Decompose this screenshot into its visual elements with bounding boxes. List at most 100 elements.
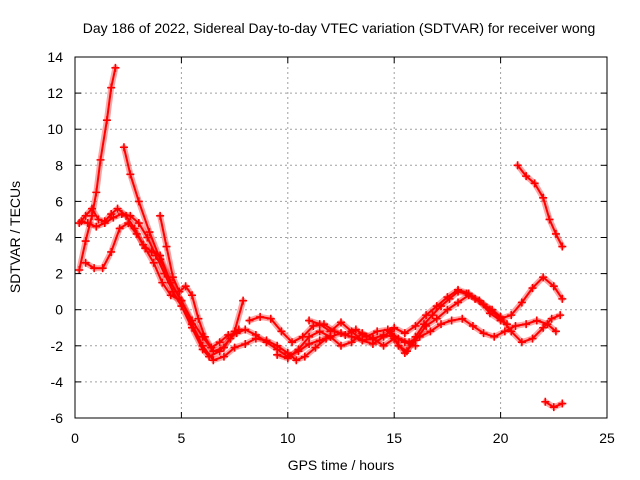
data-point <box>126 170 135 179</box>
data-point <box>530 179 539 188</box>
data-point <box>181 282 190 291</box>
data-point <box>419 320 428 329</box>
data-point <box>224 330 233 339</box>
y-tick-label: 8 <box>55 157 63 173</box>
x-tick-label: 25 <box>599 430 615 446</box>
data-point <box>379 341 388 350</box>
series-track-2 <box>77 210 243 361</box>
data-point <box>309 321 318 330</box>
series-line <box>80 213 240 358</box>
data-point <box>337 341 345 350</box>
data-point <box>517 338 526 347</box>
data-point <box>256 312 265 321</box>
data-point <box>115 224 124 233</box>
axis-ticks <box>74 56 608 419</box>
data-point <box>468 321 477 330</box>
data-point <box>98 264 107 273</box>
data-point <box>207 343 216 352</box>
data-point <box>300 352 309 361</box>
data-point <box>458 314 467 323</box>
y-tick-label: 4 <box>55 230 63 246</box>
data-point <box>528 334 537 343</box>
data-point <box>305 339 314 348</box>
data-point <box>92 222 101 231</box>
data-point <box>485 305 494 314</box>
y-tick-label: -2 <box>51 338 64 354</box>
x-tick-label: 5 <box>178 430 186 446</box>
data-point <box>198 341 207 350</box>
data-point <box>454 285 463 294</box>
series-track-12 <box>541 397 567 412</box>
data-point <box>145 228 154 237</box>
y-axis-label: SDTVAR / TECUs <box>7 181 23 293</box>
data-point <box>507 311 516 320</box>
data-point <box>551 327 560 336</box>
data-point <box>194 314 203 323</box>
data-point <box>162 242 171 251</box>
data-point <box>558 399 567 408</box>
x-tick-label: 10 <box>280 430 296 446</box>
data-point <box>326 327 335 336</box>
data-point <box>219 343 228 352</box>
chart-title: Day 186 of 2022, Sidereal Day-to-day VTE… <box>83 20 596 36</box>
data-point <box>94 215 103 224</box>
data-point <box>134 197 143 206</box>
data-point <box>411 332 420 341</box>
data-point <box>545 215 554 224</box>
data-point <box>156 211 165 220</box>
data-point <box>83 219 92 228</box>
data-point <box>232 329 241 338</box>
data-point <box>100 217 109 226</box>
series-band <box>78 211 242 360</box>
data-point <box>219 352 228 361</box>
data-point <box>188 291 197 300</box>
data-point <box>305 332 314 341</box>
data-point <box>347 327 356 336</box>
data-point <box>107 247 116 256</box>
data-point <box>305 316 314 325</box>
x-axis-label: GPS time / hours <box>288 457 395 473</box>
data-point <box>432 314 441 323</box>
data-point <box>513 161 522 170</box>
data-point <box>215 338 224 347</box>
data-point <box>156 255 165 264</box>
data-point <box>373 327 382 336</box>
data-point <box>549 403 558 412</box>
y-tick-label: -4 <box>51 374 64 390</box>
data-point <box>315 327 324 336</box>
data-point <box>241 325 250 334</box>
data-point <box>107 210 116 219</box>
data-point <box>394 341 403 350</box>
data-point <box>273 350 282 359</box>
data-point <box>351 325 360 334</box>
data-point <box>294 345 303 354</box>
data-point <box>81 237 90 246</box>
data-point <box>188 320 197 329</box>
data-point <box>119 143 128 152</box>
data-point <box>251 330 260 339</box>
data-point <box>358 329 367 338</box>
data-point <box>81 258 90 267</box>
data-point <box>277 327 286 336</box>
data-point <box>558 242 567 251</box>
data-point <box>426 327 435 336</box>
data-point <box>556 311 565 320</box>
y-tick-label: 10 <box>47 121 63 137</box>
data-point <box>111 63 120 72</box>
data-point <box>92 188 101 197</box>
data-point <box>539 273 548 282</box>
data-point <box>102 116 111 125</box>
x-tick-label: 20 <box>493 430 509 446</box>
data-point <box>315 320 324 329</box>
y-tick-label: 12 <box>47 85 63 101</box>
data-point <box>132 229 141 238</box>
data-point <box>262 338 271 347</box>
data-point <box>166 291 175 300</box>
y-tick-label: 2 <box>55 266 63 282</box>
data-point <box>539 193 548 202</box>
data-point <box>390 323 399 332</box>
data-point <box>432 302 441 311</box>
data-point <box>315 336 324 345</box>
x-tick-label: 15 <box>386 430 402 446</box>
